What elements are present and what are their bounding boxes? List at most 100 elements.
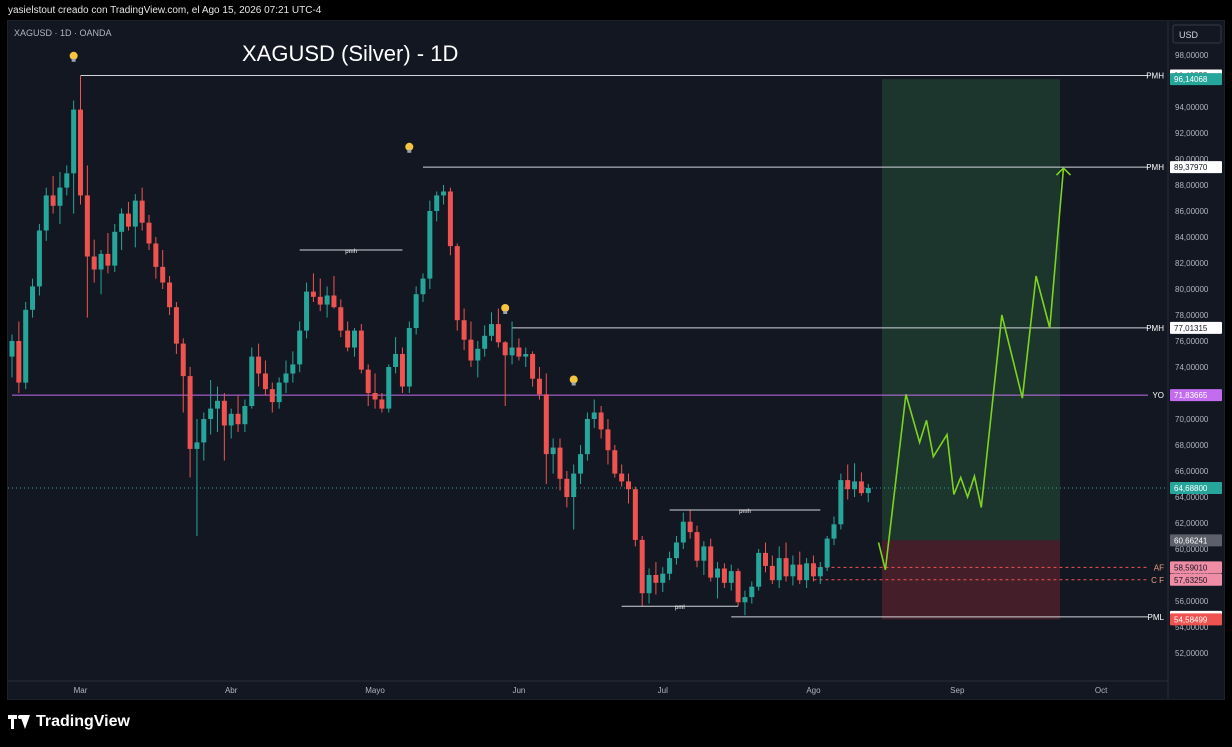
candle-body: [687, 521, 693, 533]
candle-body: [317, 296, 323, 305]
price-tick-label: 74,00000: [1175, 363, 1209, 372]
candle-body: [173, 307, 179, 344]
candle-body: [550, 447, 556, 455]
bulb-base-icon: [503, 311, 508, 314]
candle-body: [571, 473, 577, 497]
candles: [9, 75, 871, 616]
candle-body: [310, 291, 316, 297]
candle-body: [125, 213, 131, 227]
level-label: PMH: [1146, 71, 1164, 80]
candle-body: [530, 354, 536, 379]
price-tick-label: 84,00000: [1175, 233, 1209, 242]
candle-body: [427, 211, 433, 279]
price-tag-label: 64,68800: [1174, 484, 1208, 493]
price-chart[interactable]: PMH PMH PMH YO AF C F PML pmh pmh pml 98,00000 96…: [8, 21, 1224, 699]
candle-body: [30, 286, 36, 310]
candle-body: [749, 586, 755, 598]
candle-body: [845, 480, 851, 490]
candle-body: [502, 342, 508, 356]
candle-body: [605, 429, 611, 451]
trade-zones: [881, 79, 1061, 620]
candle-body: [495, 324, 501, 343]
candle-body: [858, 481, 864, 494]
candle-body: [84, 195, 90, 257]
level-label: YO: [1152, 391, 1164, 400]
candle-body: [557, 447, 563, 479]
price-tags: 96,4255589,3797077,0131571,8366558,59010…: [1170, 69, 1222, 626]
candle-body: [776, 558, 782, 581]
candle-body: [249, 356, 255, 406]
candle-body: [790, 564, 796, 577]
candle-body: [91, 256, 97, 270]
price-tag: [1170, 161, 1222, 174]
candle-body: [256, 356, 262, 374]
price-tick-label: 78,00000: [1175, 311, 1209, 320]
price-tag-label: 89,37970: [1174, 163, 1208, 172]
candle-body: [817, 567, 823, 577]
candle-body: [221, 400, 227, 426]
candle-body: [564, 478, 570, 497]
candle-body: [667, 558, 673, 574]
projection-arrowhead: [1055, 166, 1072, 176]
candle-body: [201, 419, 207, 443]
candle-body: [680, 521, 686, 543]
price-tick-label: 80,00000: [1175, 285, 1209, 294]
candle-body: [509, 347, 515, 356]
candle-body: [64, 173, 70, 188]
candle-body: [735, 571, 741, 603]
bulb-icon: [69, 51, 78, 60]
candle-body: [783, 558, 789, 577]
candle-body: [187, 376, 193, 449]
candle-body: [379, 399, 385, 409]
price-tick-label: 68,00000: [1175, 441, 1209, 450]
bulb-icon: [405, 142, 414, 151]
bulb-icon: [569, 375, 578, 384]
candle-body: [516, 347, 522, 357]
bulb-icon: [501, 304, 510, 312]
time-tick-label: Ago: [806, 686, 821, 695]
candle-body: [865, 487, 871, 494]
time-tick-label: Mayo: [365, 686, 385, 695]
projection-path: [877, 166, 1072, 570]
candle-body: [180, 343, 186, 377]
time-tick-label: Sep: [950, 686, 965, 695]
candle-body: [810, 563, 816, 577]
price-tick-label: 90,00000: [1175, 155, 1209, 164]
candle-body: [365, 369, 371, 393]
candle-body: [838, 480, 844, 525]
candle-body: [673, 542, 679, 559]
candle-body: [112, 231, 118, 266]
candle-body: [756, 552, 762, 587]
price-tag-label: 54,58499: [1174, 615, 1208, 624]
candle-body: [475, 348, 481, 361]
candle-body: [441, 191, 447, 196]
candle-body: [489, 324, 494, 336]
price-tag: [1170, 534, 1222, 547]
candle-body: [345, 330, 351, 348]
candle-body: [283, 373, 289, 383]
candle-body: [646, 575, 652, 594]
candle-body: [242, 406, 248, 425]
price-tag-label: 71,83665: [1174, 391, 1208, 400]
price-tag: [1170, 482, 1222, 495]
price-tick-label: 86,00000: [1175, 207, 1209, 216]
candle-body: [721, 568, 727, 583]
candle-body: [523, 354, 529, 357]
candle-body: [406, 328, 412, 387]
candle-body: [139, 200, 145, 223]
bulb-markers: [69, 51, 578, 386]
credit-text: yasielstout creado con TradingView.com, …: [8, 5, 322, 16]
price-tick-label: 94,00000: [1175, 103, 1209, 112]
candle-body: [536, 378, 542, 395]
level-lines: PMH PMH PMH YO AF C F PML: [8, 71, 1168, 622]
price-tag-label: 57,63250: [1174, 576, 1208, 585]
currency-button[interactable]: USD: [1172, 24, 1222, 44]
candle-body: [331, 295, 337, 308]
time-axis: Mar Abr Mayo Jun Jul Ago Sep Oct: [8, 680, 1168, 695]
candle-body: [50, 195, 56, 206]
candle-body: [715, 568, 721, 578]
candle-body: [639, 539, 645, 594]
chart-frame[interactable]: PMH PMH PMH YO AF C F PML pmh pmh pml 98,00000 96…: [7, 20, 1225, 700]
candle-body: [194, 442, 200, 449]
candle-body: [160, 266, 166, 283]
